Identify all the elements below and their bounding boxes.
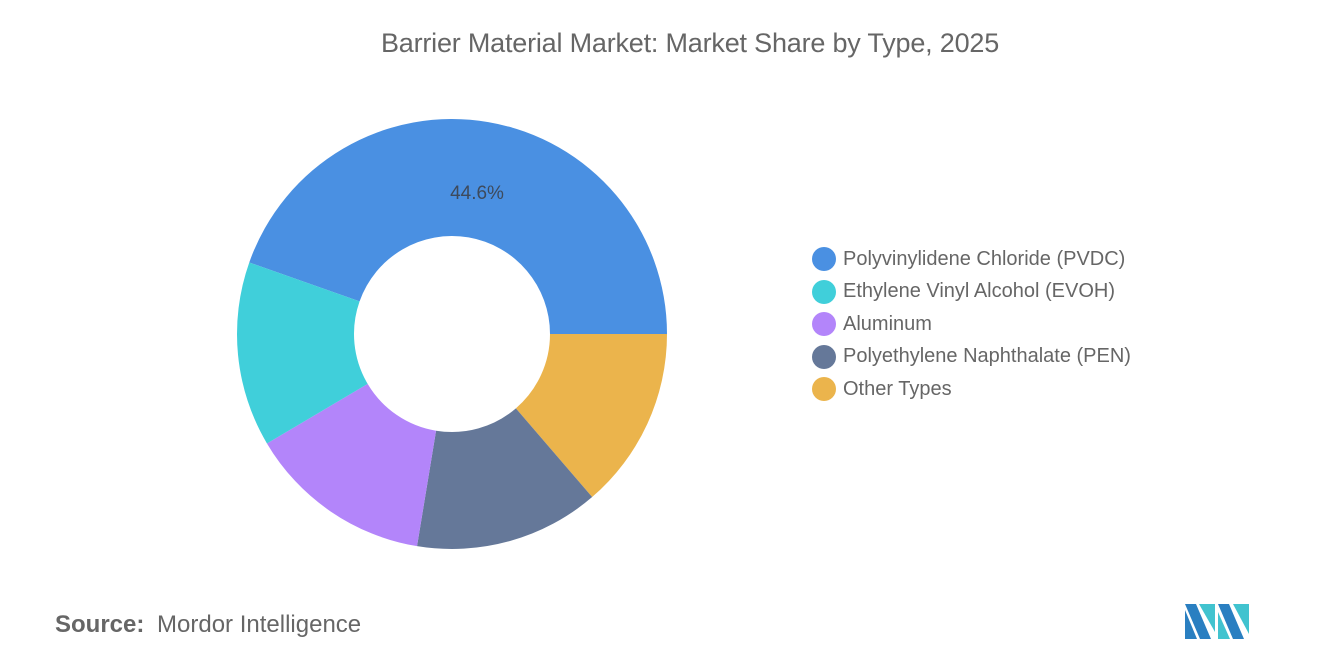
- legend-item: Polyvinylidene Chloride (PVDC): [812, 243, 1131, 276]
- legend-label: Aluminum: [843, 312, 932, 335]
- legend-item: Ethylene Vinyl Alcohol (EVOH): [812, 276, 1131, 309]
- donut-slice-aluminum: [266, 383, 437, 547]
- donut-slice-ethylene-vinyl-alcohol-evoh: [236, 262, 368, 444]
- legend-label: Other Types: [843, 377, 952, 400]
- legend-item: Aluminum: [812, 308, 1131, 341]
- legend-dot-icon: [812, 247, 836, 272]
- mordor-logo: [1185, 604, 1249, 639]
- source-value: Mordor Intelligence: [157, 611, 362, 638]
- source-label: Source:: [55, 611, 145, 638]
- legend-dot-icon: [812, 377, 836, 402]
- legend-dot-icon: [812, 312, 836, 337]
- legend-dot-icon: [812, 279, 836, 304]
- legend-dot-icon: [812, 344, 836, 369]
- donut-slice-other-types: [515, 334, 667, 498]
- legend-label: Polyethylene Naphthalate (PEN): [843, 345, 1131, 368]
- legend: Polyvinylidene Chloride (PVDC) Ethylene V…: [812, 243, 1131, 406]
- source-note: Source: Mordor Intelligence: [55, 611, 361, 639]
- chart-title: Barrier Material Market: Market Share by…: [380, 28, 1000, 58]
- legend-item: Other Types: [812, 373, 1131, 406]
- legend-label: Ethylene Vinyl Alcohol (EVOH): [843, 280, 1115, 303]
- slice-value-label: 44.6%: [450, 183, 504, 204]
- donut-chart: 44.6%: [236, 118, 668, 549]
- donut-slice-polyvinylidene-chloride-pvdc: [249, 118, 668, 334]
- legend-label: Polyvinylidene Chloride (PVDC): [843, 247, 1126, 270]
- legend-item: Polyethylene Naphthalate (PEN): [812, 341, 1131, 374]
- donut-slice-polyethylene-naphthalate-pen: [417, 408, 593, 549]
